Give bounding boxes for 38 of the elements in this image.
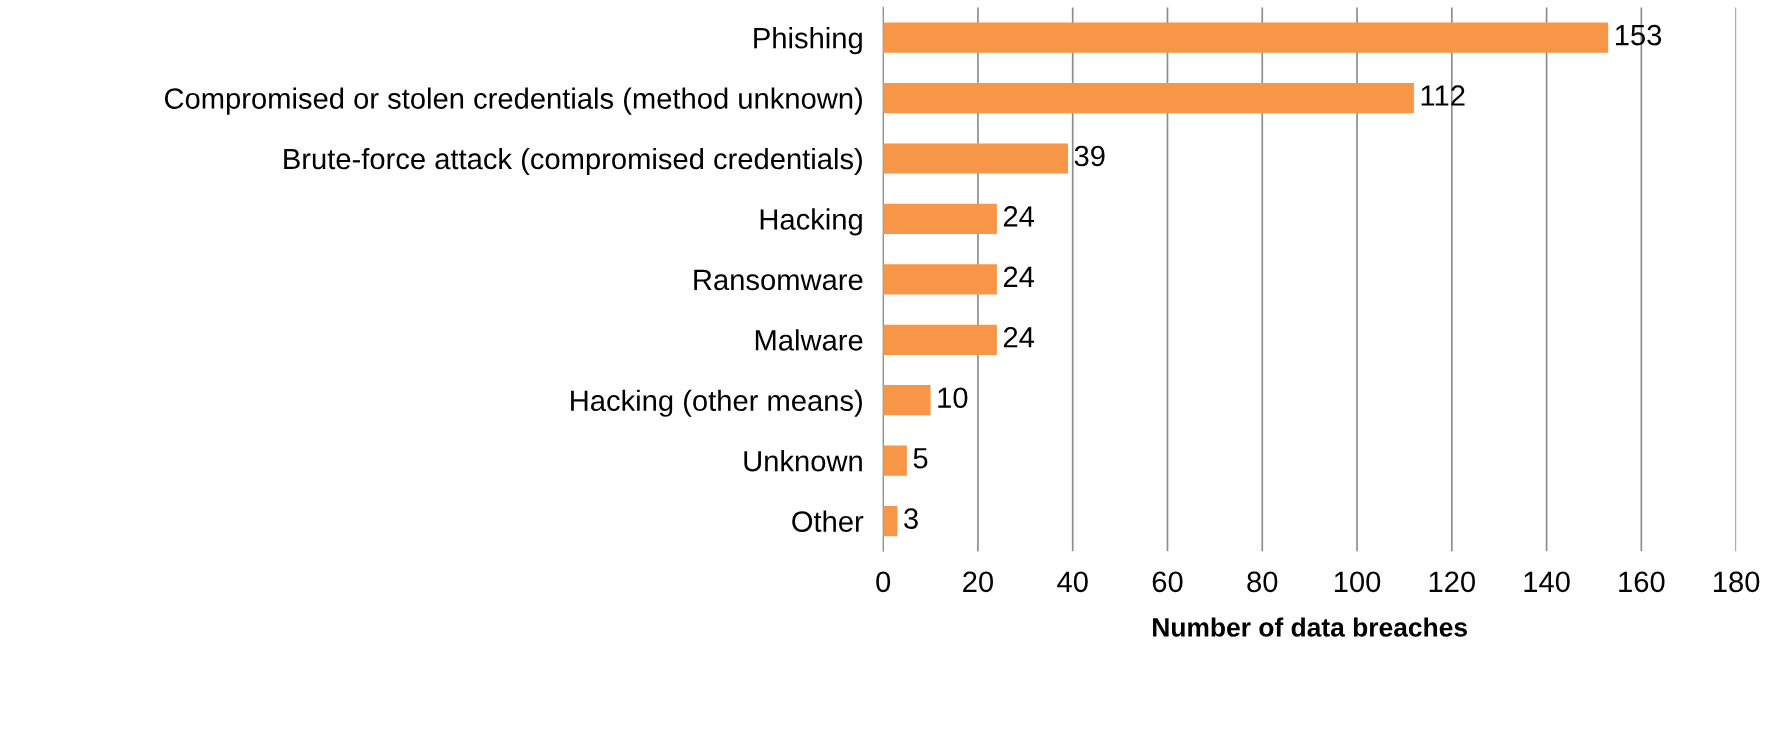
x-tick-label: 140: [1524, 571, 1570, 593]
data-label: 3: [904, 508, 918, 529]
x-axis-title: Number of data breaches: [1153, 617, 1467, 637]
data-label: 24: [1003, 266, 1035, 287]
y-tick-label: Brute-force attack (compromised credentials): [284, 147, 862, 176]
y-tick-label: Unknown: [744, 450, 862, 472]
bar: [883, 203, 997, 235]
bar: [883, 143, 1068, 174]
data-label: 39: [1074, 145, 1105, 167]
x-tick-label: 160: [1619, 571, 1665, 593]
y-tick-label: Other: [792, 510, 864, 532]
data-label: 5: [913, 448, 928, 469]
y-tick-label: Compromised or stolen credentials (method unknown): [164, 87, 862, 115]
data-label: 153: [1615, 24, 1662, 46]
data-label: 24: [1003, 206, 1035, 227]
x-tick-label: 80: [1247, 571, 1278, 593]
x-tick-label: 120: [1429, 571, 1475, 593]
data-label: 10: [938, 387, 968, 409]
bar: [883, 385, 931, 416]
bar: [883, 22, 1609, 53]
y-tick-label: Phishing: [754, 27, 862, 55]
x-tick-label: 40: [1057, 571, 1088, 593]
data-label: 24: [1003, 326, 1035, 348]
bar: [883, 82, 1414, 114]
bar: [883, 324, 997, 355]
y-tick-label: Hacking: [760, 208, 862, 236]
x-tick-label: 20: [963, 571, 994, 593]
x-tick-label: 60: [1152, 571, 1183, 593]
y-tick-label: Hacking (other means): [571, 389, 862, 417]
y-tick-label: Malware: [755, 329, 863, 351]
bar: [883, 264, 997, 295]
bar: [883, 505, 898, 537]
y-tick-label: Ransomware: [694, 269, 863, 291]
x-tick-label: 180: [1714, 571, 1760, 593]
x-tick-label: 100: [1334, 571, 1381, 593]
data-label: 112: [1421, 85, 1465, 106]
x-tick-label: 0: [876, 571, 891, 593]
bar: [883, 445, 907, 476]
